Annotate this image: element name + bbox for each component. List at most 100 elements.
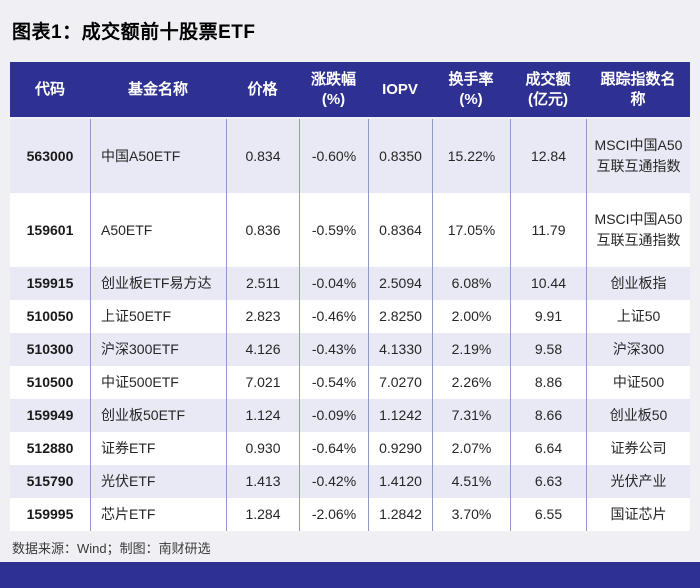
table-cell: 1.4120 [368, 465, 432, 498]
table-cell: 创业板ETF易方达 [90, 267, 226, 300]
table-cell: 国证芯片 [586, 498, 690, 531]
page-title: 图表1：成交额前十股票ETF [12, 22, 256, 43]
table-cell: 1.413 [226, 465, 299, 498]
table-cell: 创业板50 [586, 399, 690, 432]
table-cell: 6.63 [510, 465, 586, 498]
header-code: 代码 [10, 62, 90, 119]
table-cell: 8.66 [510, 399, 586, 432]
table-cell: 中证500 [586, 366, 690, 399]
table-cell: 6.08% [432, 267, 510, 300]
table-cell: 7.0270 [368, 366, 432, 399]
table-cell: 7.31% [432, 399, 510, 432]
table-cell: -0.59% [299, 193, 368, 267]
table-cell: 1.284 [226, 498, 299, 531]
table-cell: MSCI中国A50互联互通指数 [586, 119, 690, 193]
header-price: 价格 [226, 62, 299, 119]
table-cell: 中证500ETF [90, 366, 226, 399]
table-cell: 中国A50ETF [90, 119, 226, 193]
table-cell: -0.64% [299, 432, 368, 465]
table-row: 515790 光伏ETF 1.413 -0.42% 1.4120 4.51% 6.63 光伏产… [10, 465, 690, 498]
table-cell: 159949 [26, 407, 74, 423]
bottom-accent-bar [0, 562, 700, 588]
table-cell: 515790 [26, 473, 74, 489]
etf-table: 代码 基金名称 价格 涨跌幅 (%) IOPV 换手率 (%) 成交额 (亿元)… [10, 62, 690, 531]
table-cell: 创业板指 [586, 267, 690, 300]
table-cell: -0.60% [299, 119, 368, 193]
table-cell: 1.124 [226, 399, 299, 432]
table-row: 510050 上证50ETF 2.823 -0.46% 2.8250 2.00% 9.91 上… [10, 300, 690, 333]
table-cell: 0.836 [226, 193, 299, 267]
table-cell: -0.42% [299, 465, 368, 498]
table-header: 代码 基金名称 价格 涨跌幅 (%) IOPV 换手率 (%) 成交额 (亿元)… [10, 62, 690, 119]
table-cell: 0.8364 [368, 193, 432, 267]
table-cell: -0.54% [299, 366, 368, 399]
header-tracking-index: 跟踪指数名 称 [586, 62, 690, 119]
table-cell: 芯片ETF [90, 498, 226, 531]
table-cell: -0.04% [299, 267, 368, 300]
table-cell: 2.5094 [368, 267, 432, 300]
table-cell: 15.22% [432, 119, 510, 193]
table-cell: 沪深300 [586, 333, 690, 366]
source-note: 数据来源：Wind；制图：南财研选 [12, 541, 211, 556]
table-cell: 3.70% [432, 498, 510, 531]
table-cell: 0.9290 [368, 432, 432, 465]
table-cell: 上证50 [586, 300, 690, 333]
table-cell: 12.84 [510, 119, 586, 193]
table-cell: 6.64 [510, 432, 586, 465]
table-cell: 7.021 [226, 366, 299, 399]
table-cell: 2.8250 [368, 300, 432, 333]
table-cell: 2.00% [432, 300, 510, 333]
header-row: 代码 基金名称 价格 涨跌幅 (%) IOPV 换手率 (%) 成交额 (亿元)… [10, 62, 690, 119]
table-cell: 159995 [26, 506, 74, 522]
table-cell: 17.05% [432, 193, 510, 267]
table-cell: 证券ETF [90, 432, 226, 465]
etf-table-body: 563000 中国A50ETF 0.834 -0.60% 0.8350 15.22% 12.… [10, 119, 690, 531]
table-cell: 159601 [26, 221, 74, 238]
table-row: 563000 中国A50ETF 0.834 -0.60% 0.8350 15.22% 12.… [10, 119, 690, 193]
table-cell: 4.126 [226, 333, 299, 366]
table-row: 510500 中证500ETF 7.021 -0.54% 7.0270 2.26% 8.86… [10, 366, 690, 399]
table-cell: 沪深300ETF [90, 333, 226, 366]
table-cell: 0.8350 [368, 119, 432, 193]
table-cell: 4.1330 [368, 333, 432, 366]
table-cell: 8.86 [510, 366, 586, 399]
table-cell: -0.46% [299, 300, 368, 333]
table-cell: 9.58 [510, 333, 586, 366]
table-cell: 1.1242 [368, 399, 432, 432]
header-iopv: IOPV [368, 62, 432, 119]
table-cell: 2.823 [226, 300, 299, 333]
table-cell: 创业板50ETF [90, 399, 226, 432]
table-row: 512880 证券ETF 0.930 -0.64% 0.9290 2.07% 6.64 证券公… [10, 432, 690, 465]
table-cell: 上证50ETF [90, 300, 226, 333]
table-cell: 2.19% [432, 333, 510, 366]
table-cell: 159915 [26, 275, 74, 291]
table-cell: 9.91 [510, 300, 586, 333]
table-cell: 11.79 [510, 193, 586, 267]
table-cell: 4.51% [432, 465, 510, 498]
table-cell: 6.55 [510, 498, 586, 531]
table-cell: -0.09% [299, 399, 368, 432]
table-row: 159995 芯片ETF 1.284 -2.06% 1.2842 3.70% 6.55 国证芯… [10, 498, 690, 531]
table-cell: A50ETF [90, 193, 226, 267]
header-turnover-pct: 换手率 (%) [432, 62, 510, 119]
table-row: 159949 创业板50ETF 1.124 -0.09% 1.1242 7.31% 8.66… [10, 399, 690, 432]
table-cell: 0.930 [226, 432, 299, 465]
table-cell: 0.834 [226, 119, 299, 193]
table-cell: 2.07% [432, 432, 510, 465]
table-cell: 10.44 [510, 267, 586, 300]
table-cell: 510300 [26, 341, 74, 357]
table-cell: MSCI中国A50互联互通指数 [586, 193, 690, 267]
header-volume: 成交额 (亿元) [510, 62, 586, 119]
table-cell: -2.06% [299, 498, 368, 531]
table-row: 159601 A50ETF 0.836 -0.59% 0.8364 17.05% 11.79… [10, 193, 690, 267]
table-cell: 510500 [26, 374, 74, 390]
table-cell: 510050 [26, 308, 74, 324]
table-cell: 光伏产业 [586, 465, 690, 498]
table-cell: -0.43% [299, 333, 368, 366]
table-row: 159915 创业板ETF易方达 2.511 -0.04% 2.5094 6.08% 10.… [10, 267, 690, 300]
table-cell: 光伏ETF [90, 465, 226, 498]
table-cell: 512880 [26, 440, 74, 456]
table-row: 510300 沪深300ETF 4.126 -0.43% 4.1330 2.19% 9.58… [10, 333, 690, 366]
table-cell: 2.511 [226, 267, 299, 300]
